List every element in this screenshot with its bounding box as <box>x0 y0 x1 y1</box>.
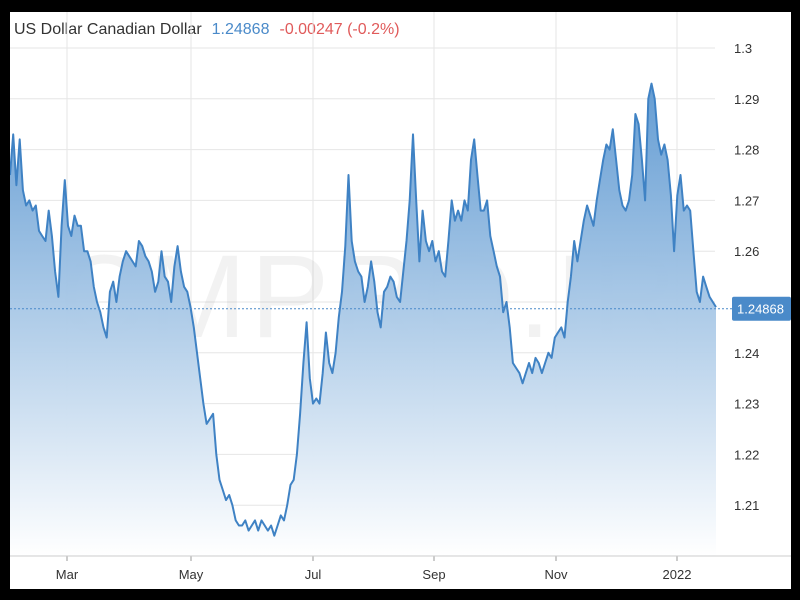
price-line <box>10 82 717 537</box>
instrument-title: US Dollar Canadian Dollar <box>14 21 202 38</box>
x-axis: Mar May Jul Sep Nov 2022 <box>10 555 791 582</box>
x-tick-label: Sep <box>422 567 445 582</box>
current-price-box <box>732 296 791 321</box>
y-axis: 1.211.221.231.241.251.261.271.281.291.3 <box>734 41 759 513</box>
y-tick-label: 1.22 <box>734 447 759 462</box>
x-tick-label: Nov <box>544 567 568 582</box>
chart-frame: US Dollar Canadian Dollar 1.24868 -0.00247… <box>10 12 791 589</box>
price-area-fill <box>10 83 716 556</box>
price-change: -0.00247 (-0.2%) <box>279 21 400 38</box>
current-price-text: 1.24868 <box>737 302 784 317</box>
y-tick-label: 1.29 <box>734 92 759 107</box>
y-tick-label: 1.24 <box>734 346 759 361</box>
x-tick-label: May <box>179 567 204 582</box>
chart-header: US Dollar Canadian Dollar 1.24868 -0.00247… <box>14 21 410 39</box>
area-chart: CMPRO.IR 1.211.221.231.241.251.261.271.2… <box>10 12 791 582</box>
x-tick-label: Jul <box>305 567 322 582</box>
y-tick-label: 1.28 <box>734 143 759 158</box>
y-tick-label: 1.23 <box>734 397 759 412</box>
y-tick-label: 1.3 <box>734 41 752 56</box>
y-tick-label: 1.21 <box>734 498 759 513</box>
last-price: 1.24868 <box>211 21 270 38</box>
x-tick-label: 2022 <box>663 567 692 582</box>
y-tick-label: 1.27 <box>734 193 759 208</box>
x-tick-label: Mar <box>56 567 79 582</box>
y-tick-label: 1.26 <box>734 244 759 259</box>
current-price-label: 1.24868 <box>732 296 791 321</box>
